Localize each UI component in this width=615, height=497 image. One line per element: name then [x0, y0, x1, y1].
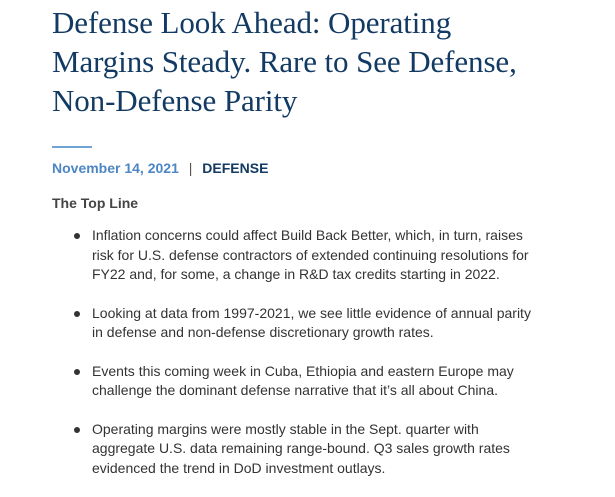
bullet-text-line: challenge the dominant defense narrative…	[92, 382, 499, 398]
section-heading-top-line: The Top Line	[52, 195, 139, 211]
bullet-text-line: Operating margins were mostly stable in …	[92, 420, 479, 437]
bullet-text-line: Inflation concerns could affect Build Ba…	[92, 227, 523, 243]
bullet-item: Operating margins were mostly stable in …	[52, 420, 597, 479]
meta-separator: |	[188, 160, 193, 176]
top-line-bullet-list: Inflation concerns could affect Build Ba…	[52, 226, 597, 478]
title-divider	[52, 146, 92, 148]
bullet-text-line: evidenced the trend in DoD investment ou…	[92, 459, 386, 476]
article: Defense Look Ahead: Operating Margins St…	[52, 0, 597, 497]
article-title-line-2: Margins Steady. Rare to See Defense,	[52, 44, 517, 79]
article-title: Defense Look Ahead: Operating Margins St…	[52, 0, 597, 120]
bullet-dot-icon	[74, 310, 80, 317]
bullet-item: Looking at data from 1997-2021, we see l…	[52, 304, 597, 343]
bullet-text-line: Events this coming week in Cuba, Ethiopi…	[92, 362, 514, 379]
bullet-text-line: Looking at data from 1997-2021, we see l…	[92, 304, 531, 321]
bullet-text-line: in defense and non-defense discretionary…	[92, 324, 434, 340]
bullet-dot-icon	[74, 368, 80, 375]
article-title-line-3: Non-Defense Parity	[52, 83, 298, 118]
article-title-line-1: Defense Look Ahead: Operating	[52, 5, 452, 40]
publish-date: November 14, 2021	[52, 160, 179, 176]
bullet-text-line: risk for U.S. defense contractors of ext…	[92, 246, 529, 263]
bullet-dot-icon	[74, 426, 80, 433]
article-meta: November 14, 2021 | DEFENSE	[52, 159, 597, 177]
category-link-defense[interactable]: DEFENSE	[202, 160, 269, 176]
bullet-text-line: FY22 and, for some, a change in R&D tax …	[92, 266, 500, 282]
bullet-item: Inflation concerns could affect Build Ba…	[52, 226, 597, 285]
bullet-dot-icon	[74, 233, 80, 239]
bullet-text-line: aggregate U.S. data remaining range-boun…	[92, 440, 510, 456]
bullet-item: Events this coming week in Cuba, Ethiopi…	[52, 362, 597, 401]
